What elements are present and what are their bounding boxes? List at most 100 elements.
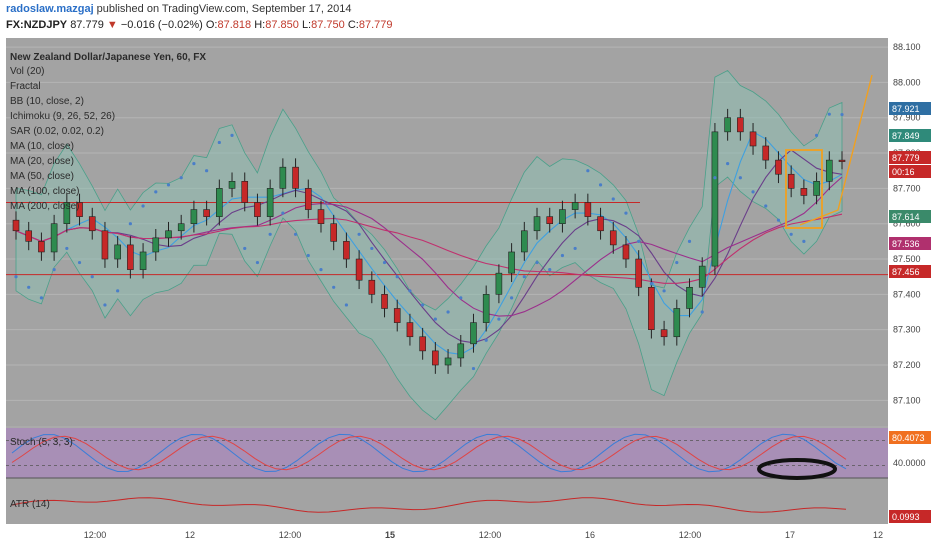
candle (470, 322, 477, 345)
sar-dot (255, 260, 260, 265)
price-badge (889, 165, 931, 178)
sar-dot (192, 162, 196, 166)
candle (444, 357, 452, 366)
sar-dot (649, 282, 653, 286)
sar-dot (726, 162, 730, 166)
candle (508, 251, 515, 274)
legend-sar: SAR (0.02, 0.02, 0.2) (10, 126, 104, 137)
open-value: 87.818 (217, 19, 252, 31)
candle (330, 223, 337, 242)
price-badge (889, 237, 931, 250)
change-arrow-icon: ▼ (106, 19, 118, 31)
price-badge-text: 87.779 (892, 153, 920, 163)
candle (165, 230, 172, 239)
atr-badge (889, 510, 931, 523)
price-tick: 87.300 (893, 325, 921, 335)
bollinger-band (15, 69, 843, 421)
price-badge (889, 265, 931, 278)
sar-dot (560, 253, 565, 258)
candle (76, 202, 83, 217)
sar-dot (332, 285, 336, 289)
candle (660, 329, 668, 338)
sar-dot (243, 246, 247, 251)
candle (724, 117, 731, 133)
sar-dot (471, 366, 476, 371)
candle (393, 308, 401, 323)
candle (114, 244, 121, 260)
candle (749, 131, 757, 147)
sar-dot (611, 197, 615, 201)
candle (228, 181, 236, 189)
price-badge (889, 210, 931, 223)
atr-badge-text: 0.0993 (892, 512, 920, 522)
time-tick: 12:00 (279, 530, 302, 540)
sar-dot (65, 246, 69, 251)
low-value: 87.750 (311, 19, 345, 31)
stoch-badge-text: 80.4073 (892, 433, 925, 443)
sar-dot (408, 289, 412, 293)
sar-dot (141, 204, 145, 208)
candle (190, 209, 198, 225)
stoch-highlight-ellipse (757, 458, 837, 480)
author-link[interactable]: radoslaw.mazgaj (6, 3, 94, 15)
legend-ma200: MA (200, close) (10, 201, 80, 212)
candle (546, 216, 554, 225)
projection-arrow (799, 74, 873, 226)
sar-dot (230, 133, 234, 137)
legend-ma20: MA (20, close) (10, 156, 74, 167)
sar-dot (840, 112, 844, 117)
time-tick: 12 (185, 530, 195, 540)
sar-dot (738, 176, 742, 180)
candle (216, 188, 223, 217)
price-tick: 87.600 (893, 219, 921, 229)
price-badge-text: 87.536 (892, 239, 920, 249)
candle (482, 294, 490, 323)
candle (698, 265, 706, 288)
sar-dot (586, 169, 590, 173)
candle (368, 279, 376, 295)
legend-vol: Vol (20) (10, 66, 45, 77)
sar-dot (14, 275, 18, 279)
candle (825, 159, 833, 182)
sar-dot (637, 239, 641, 243)
change: −0.016 (−0.02%) (120, 19, 203, 31)
sar-dot (713, 176, 717, 180)
sar-dot (802, 239, 806, 243)
time-tick: 17 (785, 530, 795, 540)
candle (800, 188, 808, 196)
price-badge (889, 102, 931, 115)
sar-dot (446, 310, 450, 314)
price-tick: 87.200 (893, 360, 921, 370)
high-label: H: (254, 19, 266, 31)
candle (139, 251, 147, 270)
candle (50, 223, 58, 253)
sar-dot (344, 303, 348, 307)
candle (813, 181, 820, 196)
sar-dot (179, 176, 183, 180)
atr-pane (6, 478, 888, 524)
candle (381, 294, 388, 309)
sar-dot (217, 140, 221, 145)
candle (266, 188, 274, 217)
last-price: 87.779 (70, 19, 104, 31)
sar-dot (382, 260, 387, 265)
candle (25, 230, 33, 242)
stoch-badge (889, 431, 931, 444)
sar-dot (624, 211, 628, 215)
price-badge-text: 87.456 (892, 267, 920, 277)
high-value: 87.850 (265, 19, 299, 31)
publish-header: radoslaw.mazgaj published on TradingView… (6, 3, 351, 15)
stoch-pane (6, 428, 888, 478)
candle (838, 159, 846, 162)
sar-dot (789, 232, 793, 236)
sar-dot (459, 296, 463, 300)
candle (317, 209, 325, 225)
sar-dot (357, 232, 361, 236)
candle (63, 202, 71, 225)
price-tick: 87.700 (893, 183, 921, 193)
sar-dot (281, 211, 285, 215)
candle (571, 202, 579, 210)
candle (533, 216, 541, 232)
sar-dot (27, 285, 31, 289)
